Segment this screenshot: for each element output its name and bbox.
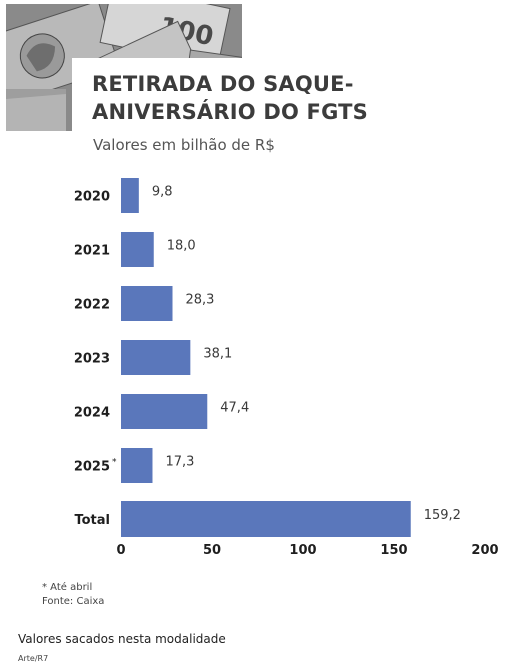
- value-label: 18,0: [167, 239, 196, 254]
- bar: [121, 340, 191, 375]
- notes: * Até abril Fonte: Caixa: [42, 581, 104, 609]
- category-label: 2024: [74, 406, 110, 421]
- chart-title-line2: ANIVERSÁRIO DO FGTS: [92, 100, 368, 124]
- x-tick-label: 150: [380, 543, 407, 558]
- category-label: 2022: [74, 298, 110, 313]
- title-panel: [72, 58, 513, 178]
- value-label: 47,4: [220, 401, 249, 416]
- source-note: Fonte: Caixa: [42, 596, 105, 607]
- bar: [121, 178, 139, 213]
- image-credit: Arte/R7: [18, 654, 49, 663]
- category-label: Total: [74, 513, 110, 528]
- x-tick-label: 200: [471, 543, 498, 558]
- value-label: 38,1: [203, 347, 232, 362]
- category-label: 2020: [74, 190, 110, 205]
- x-tick-label: 50: [203, 543, 221, 558]
- value-label: 9,8: [152, 185, 173, 200]
- x-tick-label: 0: [116, 543, 125, 558]
- bar-chart: 2020 9,8 2021 18,0 2022 28,3 2023 38,1 2024 47,4 2…: [74, 178, 499, 558]
- bar: [121, 448, 153, 483]
- category-label: 2023: [74, 352, 110, 367]
- chart-title: RETIRADA DO SAQUE- ANIVERSÁRIO DO FGTS: [92, 70, 368, 126]
- bar: [121, 501, 411, 537]
- value-label: 17,3: [165, 455, 194, 470]
- value-label: 28,3: [186, 293, 215, 308]
- value-label: 159,2: [424, 508, 461, 523]
- bar: [121, 286, 173, 321]
- x-tick-label: 100: [289, 543, 316, 558]
- chart-title-line1: RETIRADA DO SAQUE-: [92, 72, 354, 96]
- category-footnote-marker: *: [112, 458, 117, 468]
- category-label: 2025: [74, 460, 110, 475]
- category-label: 2021: [74, 244, 110, 259]
- image-caption: Valores sacados nesta modalidade: [18, 632, 226, 646]
- bar: [121, 394, 208, 429]
- chart-subtitle: Valores em bilhão de R$: [93, 136, 275, 154]
- bar: [121, 232, 154, 267]
- footnote: * Até abril: [42, 582, 93, 593]
